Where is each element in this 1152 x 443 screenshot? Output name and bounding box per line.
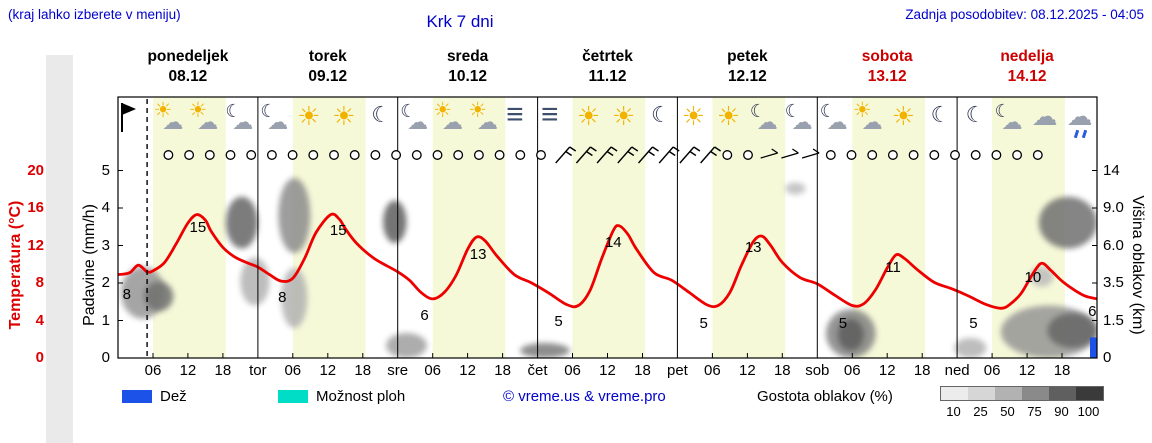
wind-calm-icon	[950, 150, 960, 160]
wind-calm-icon	[494, 150, 505, 160]
wind-calm-icon	[991, 150, 1002, 160]
wind-light-icon	[781, 148, 799, 159]
left-gutter	[46, 55, 73, 443]
cloud-density-patch	[144, 281, 174, 312]
wind-calm-icon	[970, 150, 981, 160]
daylight-band	[432, 97, 506, 358]
wind-barb-icon	[555, 146, 577, 164]
wind-calm-icon	[1012, 150, 1023, 160]
wind-calm-icon	[308, 150, 319, 160]
wind-calm-icon	[225, 150, 236, 160]
wind-barb-icon	[637, 146, 659, 164]
wind-barb-icon	[596, 146, 618, 164]
temperature-curve	[118, 212, 1097, 310]
wind-barb-icon	[617, 146, 639, 164]
cloud-density-patch	[225, 196, 258, 249]
location-hint: (kraj lahko izberete v meniju)	[8, 7, 181, 22]
daylight-band	[153, 97, 226, 358]
wind-calm-icon	[432, 150, 443, 160]
wind-barb-icon	[679, 146, 701, 164]
rain-swatch	[122, 390, 152, 403]
wind-barb-icon	[700, 146, 721, 164]
wind-calm-icon	[887, 150, 898, 160]
rain-label: Dež	[160, 388, 187, 405]
wind-calm-icon	[391, 150, 402, 160]
density-swatch-50	[995, 387, 1022, 400]
cloud-density-patch	[383, 200, 407, 244]
cloud-density-patch	[386, 333, 427, 358]
rain-bar	[1090, 337, 1097, 358]
wind-light-icon	[760, 148, 779, 159]
wind-calm-icon	[370, 150, 381, 160]
last-update: Zadnja posodobitev: 08.12.2025 - 04:05	[905, 7, 1144, 22]
wind-calm-icon	[1032, 150, 1043, 160]
page-title: Krk 7 dni	[426, 12, 494, 31]
cloud-density-scale	[940, 386, 1104, 401]
daylight-band	[712, 97, 786, 358]
wind-calm-icon	[266, 150, 277, 160]
wind-calm-icon	[846, 150, 857, 160]
cloud-density-patch	[1047, 313, 1097, 348]
wind-calm-icon	[825, 150, 836, 160]
wind-calm-icon	[453, 150, 464, 160]
wind-calm-icon	[743, 150, 753, 160]
cloud-density-patch	[1038, 196, 1097, 249]
wind-calm-icon	[204, 150, 215, 160]
wind-calm-icon	[536, 150, 546, 160]
density-swatch-100	[1076, 387, 1103, 400]
cloud-density-patch	[520, 343, 570, 358]
wind-calm-icon	[184, 150, 195, 160]
cloud-density-patch	[278, 178, 311, 253]
wind-calm-icon	[908, 150, 919, 160]
wind-calm-icon	[349, 150, 360, 160]
wind-calm-icon	[929, 150, 940, 160]
wind-calm-icon	[163, 150, 174, 160]
wind-calm-icon	[473, 150, 484, 160]
wind-light-icon	[801, 148, 820, 159]
cloud-density-patch	[785, 182, 806, 195]
copyright-link[interactable]: © vreme.us & vreme.pro	[503, 388, 666, 405]
wind-calm-icon	[515, 150, 526, 160]
showers-label: Možnost ploh	[316, 388, 406, 405]
density-swatch-25	[968, 387, 995, 400]
cloud-density-patch	[954, 338, 987, 358]
density-swatch-90	[1049, 387, 1076, 400]
wind-calm-icon	[411, 150, 422, 160]
showers-swatch	[278, 390, 308, 403]
daylight-band	[572, 97, 646, 358]
wind-calm-icon	[246, 150, 257, 160]
wind-barb-icon	[575, 146, 597, 164]
wind-calm-icon	[287, 150, 298, 160]
wind-calm-icon	[867, 150, 878, 160]
density-swatch-10	[941, 387, 968, 400]
wind-calm-icon	[329, 150, 339, 160]
wind-calm-icon	[722, 150, 733, 160]
cloud-density-patch	[281, 268, 308, 328]
wind-barb-icon	[658, 146, 680, 164]
cloud-density-patch	[837, 318, 864, 351]
cloud-density-label: Gostota oblakov (%)	[757, 388, 893, 405]
density-swatch-75	[1022, 387, 1049, 400]
